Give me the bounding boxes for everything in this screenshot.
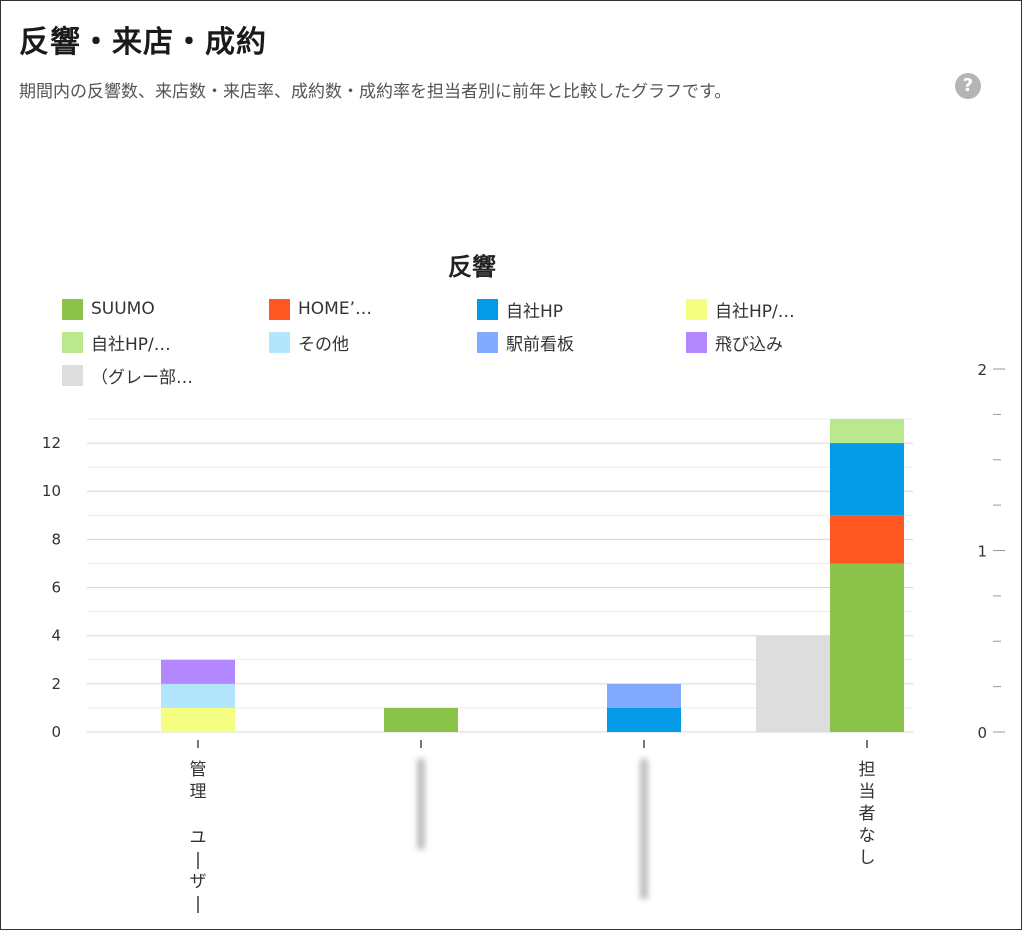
legend-label: 自社HP/…: [715, 301, 795, 322]
legend-label: 自社HP: [506, 301, 564, 322]
category-label: ユ: [190, 828, 207, 848]
y-tick-label: 2: [51, 675, 61, 693]
category-label: |: [195, 850, 201, 870]
category-label: 管: [190, 760, 207, 780]
category-label: し: [859, 848, 876, 868]
legend-item-gray[interactable]: （グレー部…: [62, 363, 193, 388]
legend-item-walk-in[interactable]: 飛び込み: [686, 330, 783, 355]
y2-tick-label: 2: [977, 361, 987, 379]
bar-segment: [161, 683, 235, 708]
question-circle-icon[interactable]: ?: [955, 73, 981, 99]
bar-segment: [384, 707, 458, 732]
bar-segment: [161, 659, 235, 684]
category-label: 理: [190, 782, 207, 802]
y-tick-label: 10: [42, 482, 61, 500]
category-label: 者: [859, 804, 876, 824]
bar-segment: [830, 515, 904, 564]
redacted-category-label: [640, 759, 648, 899]
legend-swatch: [269, 331, 290, 353]
legend-label: その他: [298, 334, 349, 355]
category-label: 当: [859, 782, 876, 802]
page-description: 期間内の反響数、来店数・来店率、成約数・成約率を担当者別に前年と比較したグラフで…: [19, 82, 732, 102]
y2-tick-label: 1: [977, 543, 987, 561]
legend-item-other[interactable]: その他: [269, 330, 349, 355]
bar-segment: [756, 635, 830, 732]
legend-swatch: [477, 331, 498, 353]
legend-label: 駅前看板: [506, 334, 574, 355]
legend-swatch: [686, 331, 707, 353]
category-label: な: [859, 826, 876, 846]
redacted-category-label: [417, 759, 425, 849]
legend-swatch: [62, 331, 83, 353]
bar-segment: [607, 707, 681, 732]
y-tick-label: 12: [42, 434, 61, 452]
legend-label: HOME’…: [298, 299, 372, 319]
legend-swatch: [62, 298, 83, 320]
bar-segment: [830, 419, 904, 444]
legend-item-home[interactable]: HOME’…: [269, 297, 372, 321]
legend-swatch: [686, 298, 707, 320]
category-label: 担: [859, 760, 876, 780]
legend-swatch: [477, 298, 498, 320]
legend-item-own-hp[interactable]: 自社HP: [477, 297, 564, 322]
page-title: 反響・来店・成約: [19, 25, 267, 60]
legend-label: SUUMO: [91, 299, 155, 319]
y-tick-label: 0: [51, 723, 61, 741]
chart-title: 反響: [448, 253, 496, 281]
bar-segment: [607, 683, 681, 708]
y2-tick-label: 0: [977, 724, 987, 742]
y-tick-label: 6: [51, 579, 61, 597]
category-label: |: [195, 894, 201, 914]
y-tick-label: 4: [51, 627, 61, 645]
bar-segment: [830, 563, 904, 732]
category-label: ザ: [190, 872, 207, 892]
bar-segment: [161, 707, 235, 732]
legend-item-own-hp-b[interactable]: 自社HP/…: [62, 330, 171, 355]
legend-label: （グレー部…: [91, 367, 193, 388]
legend-item-suumo[interactable]: SUUMO: [62, 297, 155, 321]
legend-swatch: [62, 364, 83, 386]
bar-segment: [830, 443, 904, 516]
y-tick-label: 8: [51, 530, 61, 548]
legend-item-own-hp-a[interactable]: 自社HP/…: [686, 297, 795, 322]
legend-swatch: [269, 298, 290, 320]
legend-label: 自社HP/…: [91, 334, 171, 355]
legend-item-station-sign[interactable]: 駅前看板: [477, 330, 574, 355]
legend-label: 飛び込み: [715, 334, 783, 355]
